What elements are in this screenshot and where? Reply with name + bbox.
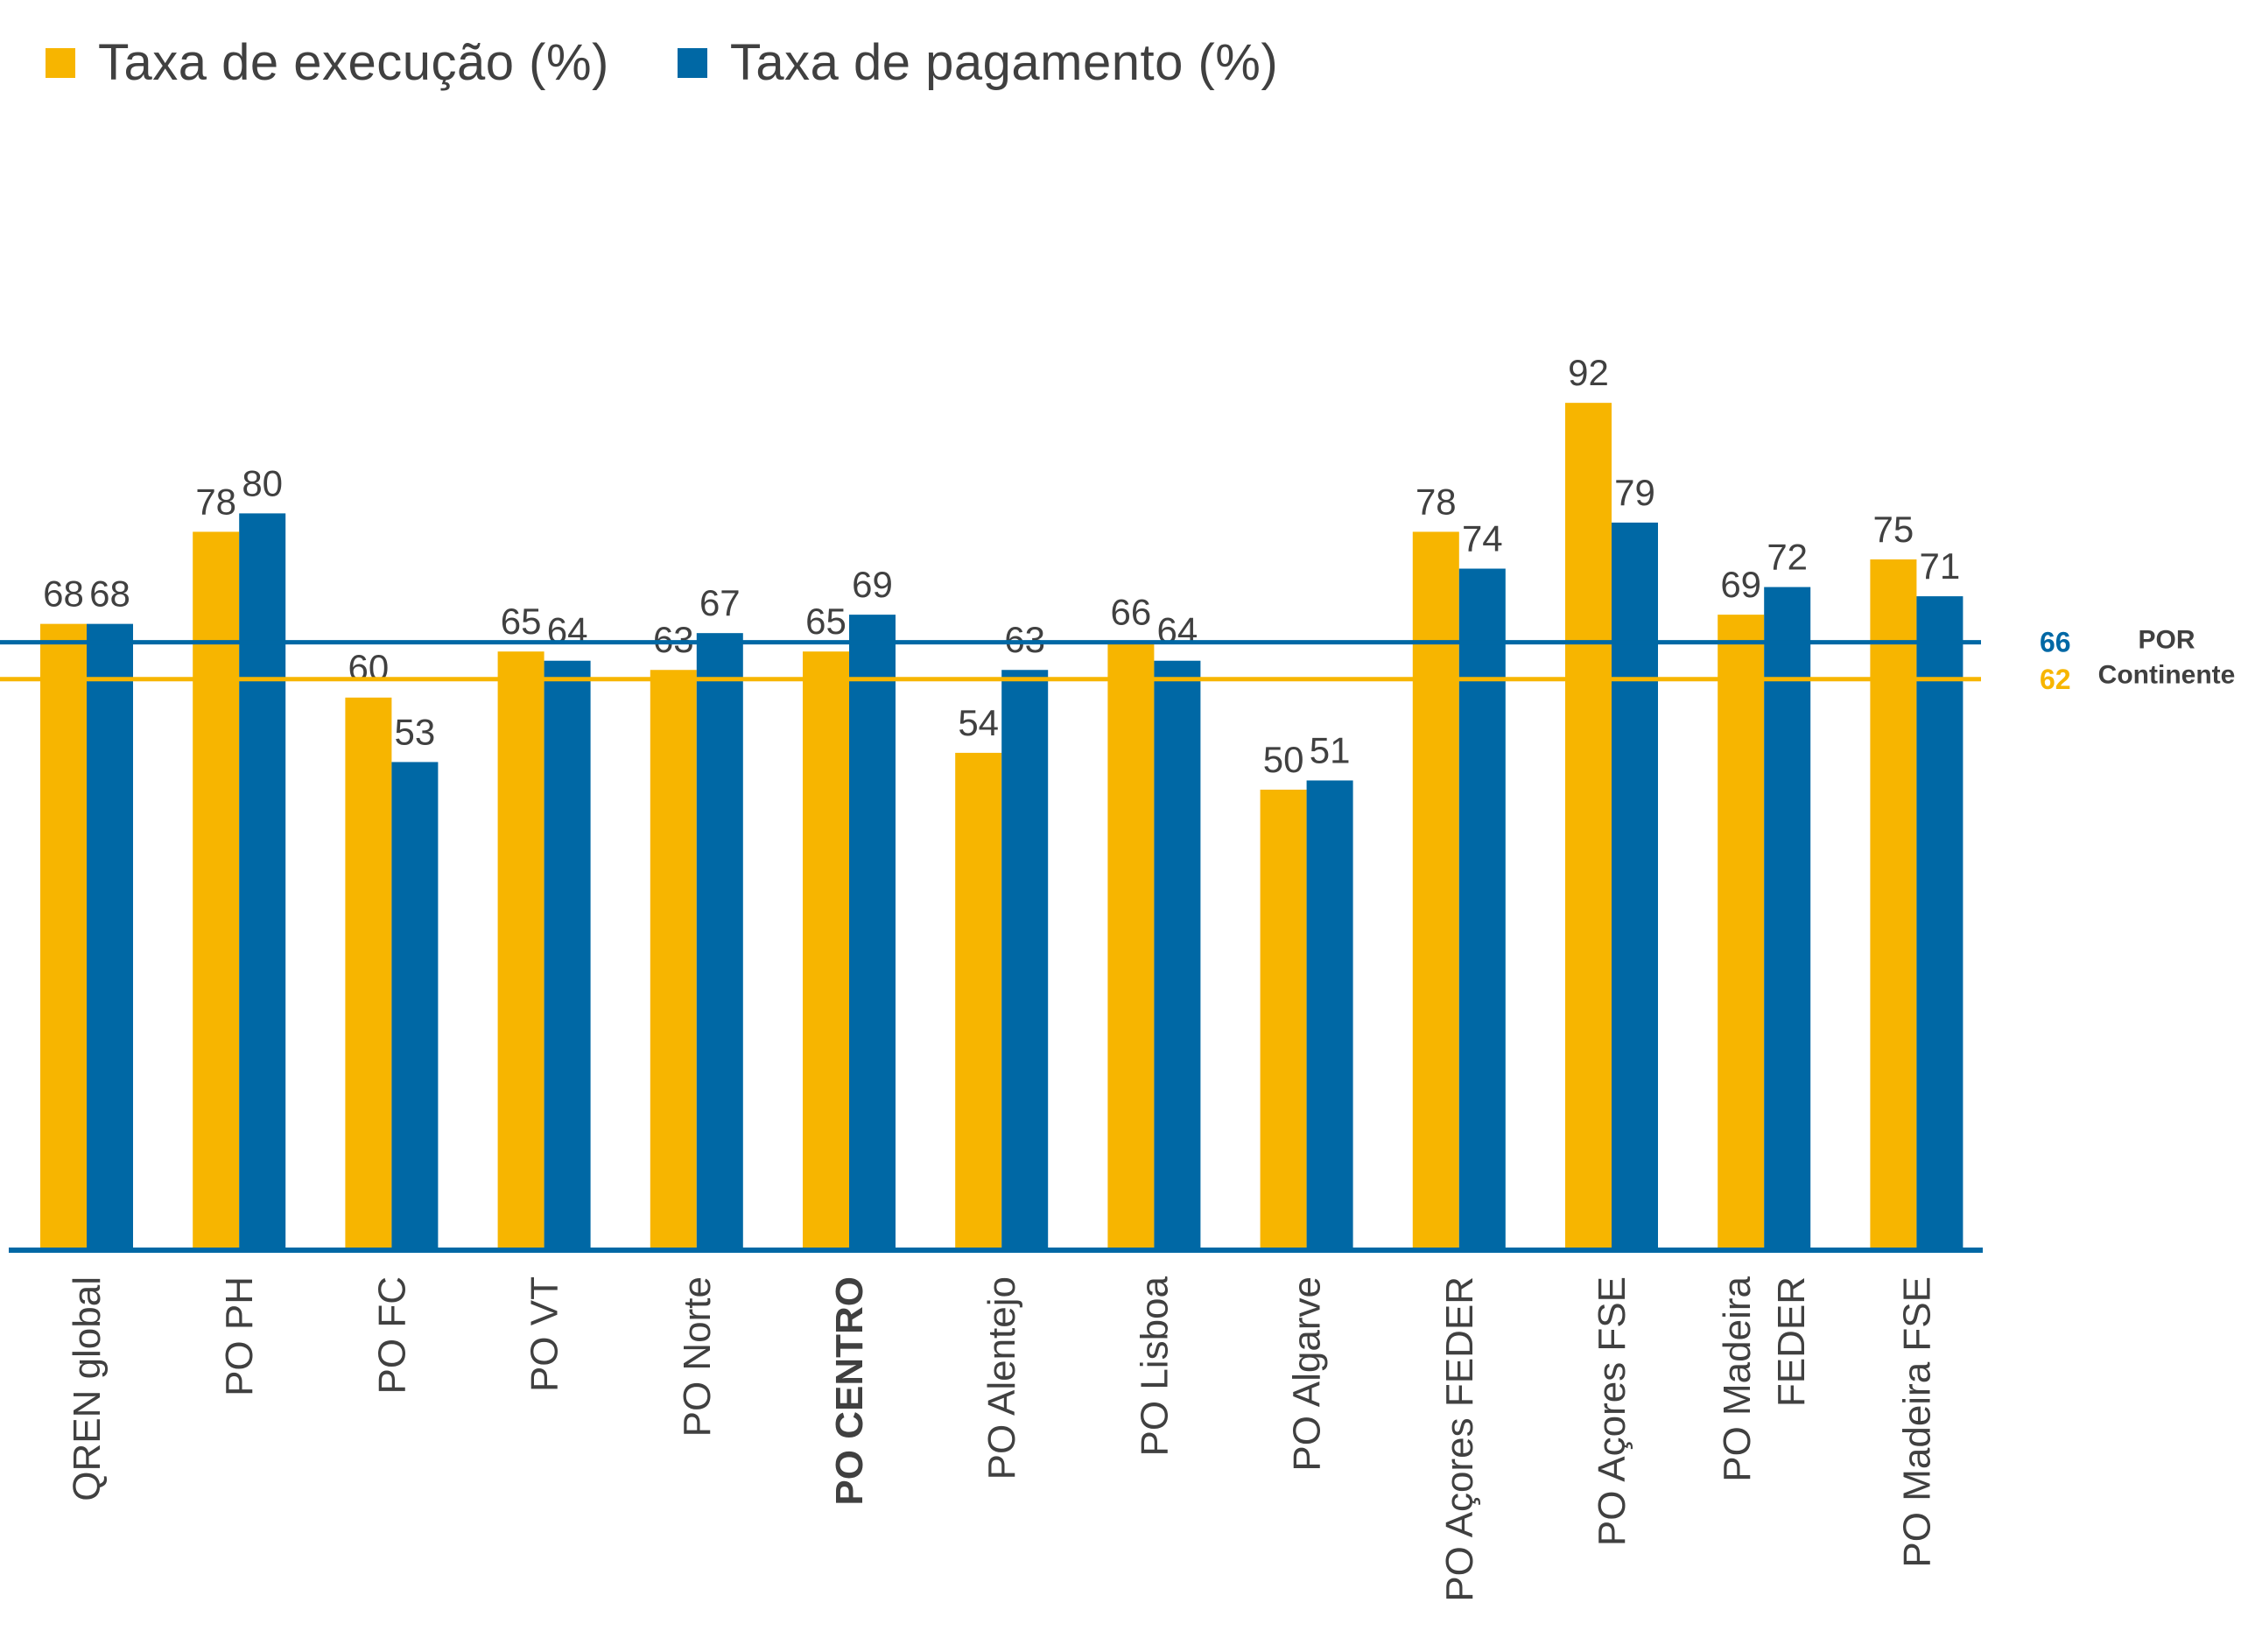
reference-caption: POR xyxy=(2138,626,2195,655)
data-label: 65 xyxy=(805,601,847,642)
data-label: 79 xyxy=(1614,472,1655,513)
bar-execucao xyxy=(1718,615,1765,1250)
data-label: 74 xyxy=(1462,518,1503,559)
bar-pagamento xyxy=(1612,522,1658,1250)
bar-pagamento xyxy=(1764,587,1811,1250)
category-label: PO PH xyxy=(218,1276,261,1396)
bar-execucao xyxy=(955,752,1002,1250)
bar-pagamento xyxy=(544,660,591,1250)
bar-execucao xyxy=(193,531,240,1250)
data-label: 53 xyxy=(395,711,436,752)
legend-label-execucao: Taxa de execução (%) xyxy=(98,34,609,91)
category-label: PO Madeira FSE xyxy=(1895,1276,1938,1568)
bar-pagamento xyxy=(87,623,133,1250)
bar-pagamento xyxy=(1916,596,1964,1250)
category-label: PO VT xyxy=(523,1276,566,1392)
data-label: 68 xyxy=(89,573,130,615)
bar-execucao xyxy=(497,651,544,1250)
legend: Taxa de execução (%) Taxa de pagamento (… xyxy=(46,33,1346,92)
category-label: PO Lisboa xyxy=(1133,1276,1176,1456)
data-label: 78 xyxy=(195,481,236,522)
data-label: 75 xyxy=(1873,509,1914,550)
category-label: PO Alentejo xyxy=(980,1276,1023,1480)
legend-item-execucao: Taxa de execução (%) xyxy=(46,33,609,92)
data-label: 65 xyxy=(501,601,542,642)
data-label: 92 xyxy=(1568,352,1609,393)
data-label: 50 xyxy=(1263,739,1304,780)
bar-execucao xyxy=(650,670,697,1250)
bar-pagamento xyxy=(1306,780,1353,1250)
legend-item-pagamento: Taxa de pagamento (%) xyxy=(677,33,1279,92)
category-label: PO FC xyxy=(370,1276,413,1394)
bar-execucao xyxy=(1107,642,1155,1250)
legend-label-pagamento: Taxa de pagamento (%) xyxy=(729,34,1279,91)
legend-swatch-pagamento xyxy=(677,47,707,78)
data-label: 54 xyxy=(958,702,999,743)
bar-execucao xyxy=(803,651,849,1250)
data-label: 71 xyxy=(1920,545,1961,587)
data-label: 69 xyxy=(1720,564,1761,605)
data-label: 51 xyxy=(1310,729,1351,770)
data-label: 66 xyxy=(1111,592,1152,633)
data-label: 60 xyxy=(348,647,390,688)
bar-pagamento xyxy=(391,762,439,1250)
data-label: 68 xyxy=(43,573,84,615)
reference-caption: Continente xyxy=(2098,661,2236,690)
data-label: 63 xyxy=(1004,619,1045,660)
data-label: 80 xyxy=(242,462,283,503)
category-label: PO Norte xyxy=(676,1276,719,1437)
data-label: 64 xyxy=(1157,610,1198,651)
bar-pagamento xyxy=(696,633,743,1250)
category-label: PO CENTRO xyxy=(828,1276,871,1506)
category-label: PO Madeira xyxy=(1716,1276,1759,1481)
bar-pagamento xyxy=(1458,568,1506,1250)
reference-value-label: 62 xyxy=(2040,664,2071,695)
category-label: PO Açores FSE xyxy=(1591,1276,1633,1546)
bar-execucao xyxy=(1870,559,1917,1250)
data-label: 64 xyxy=(547,610,588,651)
data-label: 67 xyxy=(699,582,741,623)
category-label: PO Algarve xyxy=(1286,1276,1329,1472)
bar-pagamento xyxy=(239,513,286,1250)
bar-pagamento xyxy=(1001,670,1049,1250)
reference-value-label: 66 xyxy=(2040,627,2071,658)
category-label: FEDER xyxy=(1770,1276,1813,1407)
category-label: PO Açores FEDER xyxy=(1438,1276,1481,1602)
legend-swatch-execucao xyxy=(46,47,75,78)
bar-pagamento xyxy=(849,615,896,1250)
bar-execucao xyxy=(1565,403,1612,1250)
bar-execucao xyxy=(1412,531,1459,1250)
bar-execucao xyxy=(1260,790,1307,1250)
data-label: 63 xyxy=(653,619,694,660)
data-label: 72 xyxy=(1767,537,1808,578)
bar-pagamento xyxy=(1154,660,1201,1250)
data-label: 69 xyxy=(852,564,893,605)
data-label: 78 xyxy=(1416,481,1457,522)
bar-execucao xyxy=(345,697,392,1250)
bar-execucao xyxy=(40,623,87,1250)
category-label: QREN global xyxy=(66,1276,109,1501)
